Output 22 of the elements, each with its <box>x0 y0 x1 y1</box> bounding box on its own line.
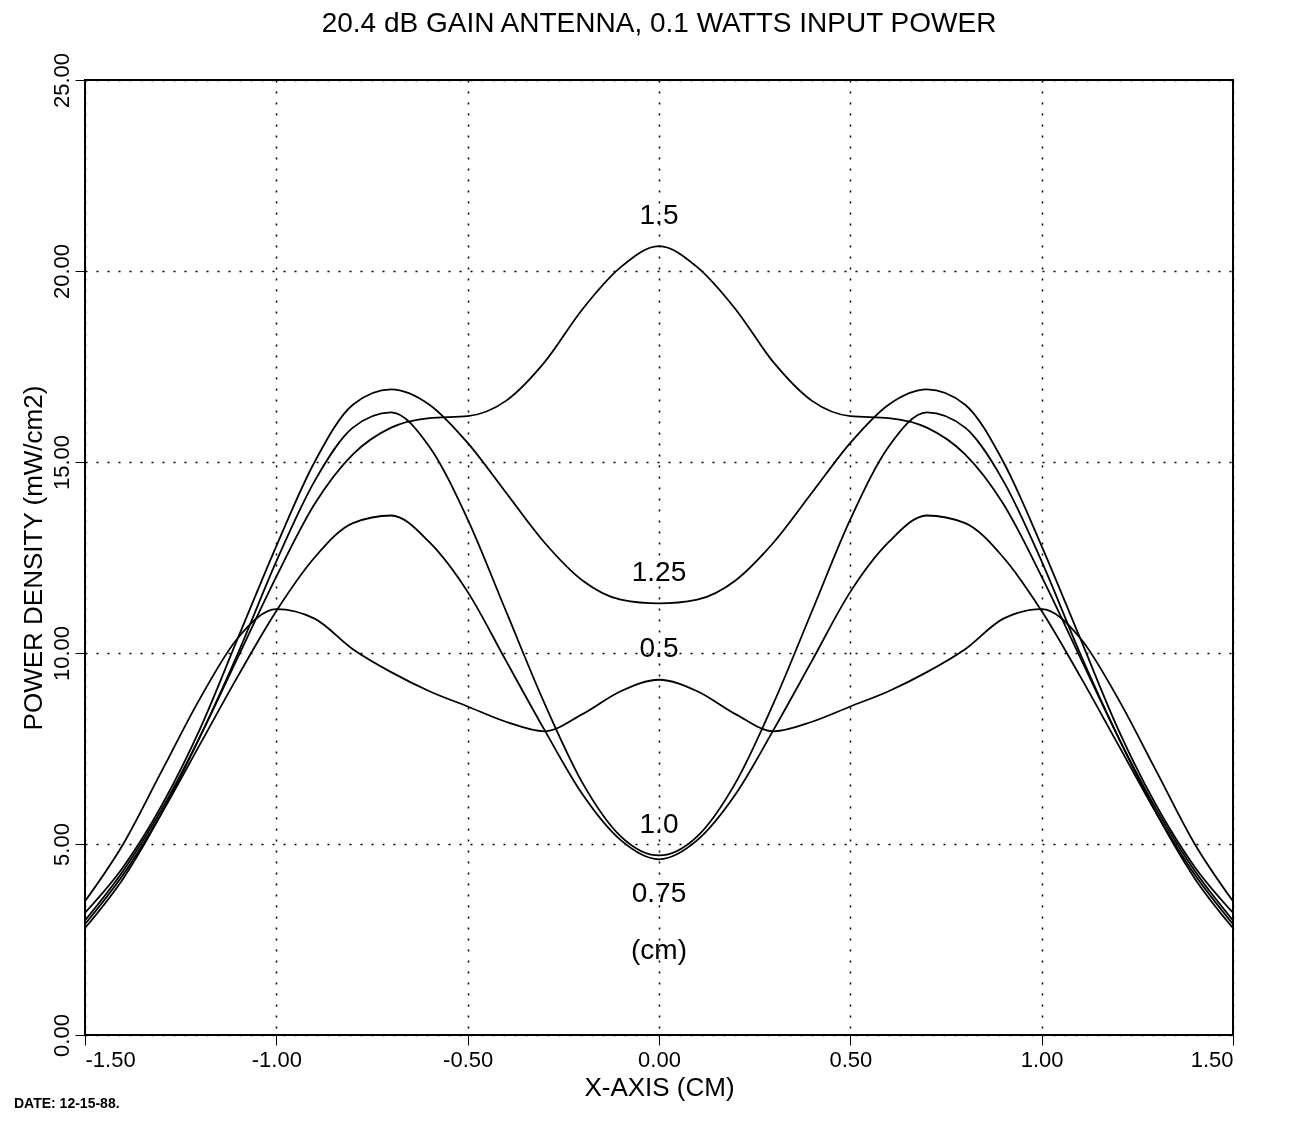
x-tick-label: 0.00 <box>638 1046 681 1072</box>
series-label: 0.5 <box>639 632 679 664</box>
annotation: (cm) <box>631 933 687 965</box>
y-tick-label: 25.00 <box>48 52 74 109</box>
y-tick-label: 10.00 <box>48 625 74 682</box>
x-tick-label: -1.00 <box>251 1046 302 1072</box>
x-tick-label: 1.00 <box>1020 1046 1064 1072</box>
y-tick-label: 20.00 <box>48 243 74 300</box>
series-label: 1.5 <box>639 198 679 230</box>
y-tick-label: 15.00 <box>48 434 74 491</box>
x-tick-label: 1.50 <box>1190 1046 1234 1072</box>
series-label: 1.25 <box>631 555 687 587</box>
x-tick-label: 0.50 <box>829 1046 873 1072</box>
text: DATE: 12-15-88. <box>14 1095 120 1111</box>
series-label: 1.0 <box>639 807 679 839</box>
x-tick-label: -0.50 <box>443 1046 494 1072</box>
series-label: 0.75 <box>631 876 687 908</box>
y-tick-label: 5.00 <box>48 823 74 866</box>
y-axis-title: POWER DENSITY (mW/cm2) <box>17 385 48 731</box>
chart-title: 20.4 dB GAIN ANTENNA, 0.1 WATTS INPUT POWER <box>321 7 997 39</box>
x-tick-label: -1.50 <box>85 1046 136 1072</box>
x-axis-title: X-AXIS (CM) <box>584 1071 735 1102</box>
